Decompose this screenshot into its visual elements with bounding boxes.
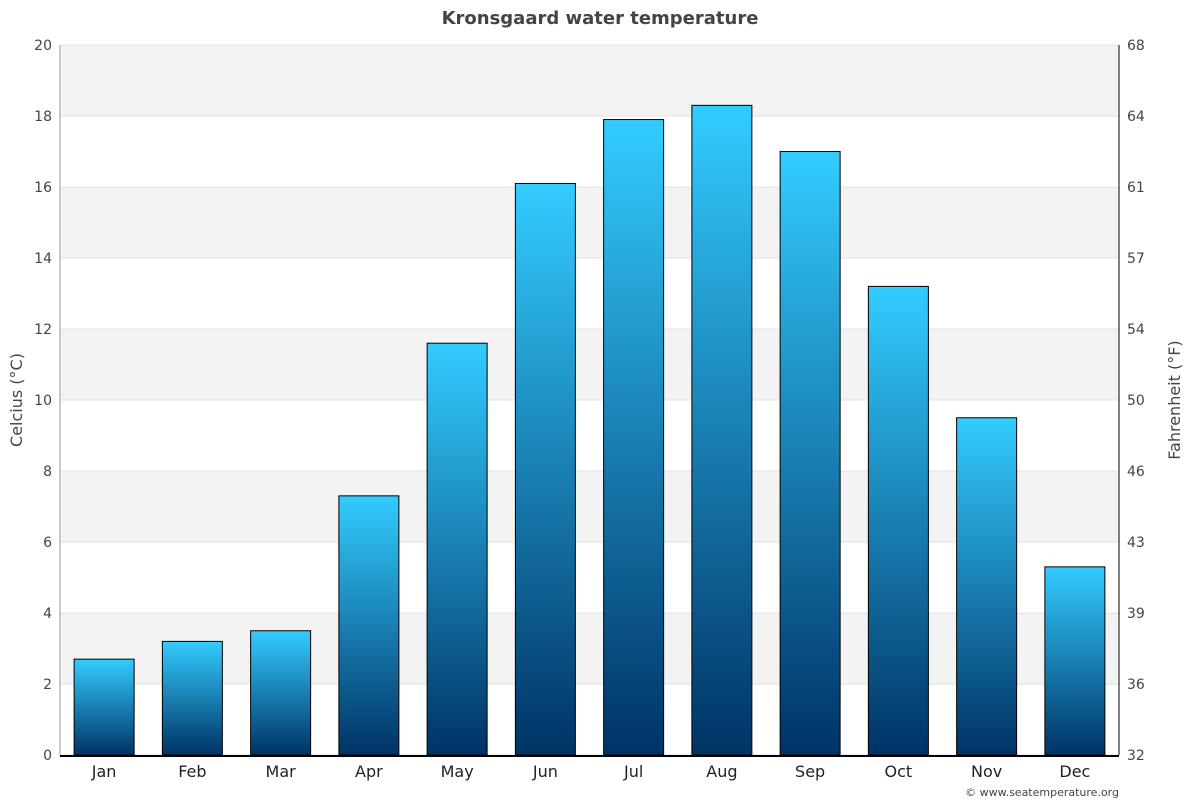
bar-dec [1044,566,1106,756]
y-tick-label-right: 68 [1127,38,1145,54]
credit-text: © www.seatemperature.org [965,786,1119,799]
bar-aug [691,104,753,756]
x-tick-label: Dec [1059,762,1090,781]
y-tick-label-left: 8 [43,464,52,480]
x-tick-label: Mar [266,762,297,781]
y-tick-label-left: 2 [43,677,52,693]
x-tick-label: Nov [971,762,1002,781]
y-tick-label-left: 10 [34,393,52,409]
bar-mar [250,630,312,756]
bar-jun [514,182,576,756]
x-tick-label: Jul [623,762,643,781]
y-tick-label-right: 61 [1127,180,1145,196]
bar-apr [338,495,400,756]
y-tick-label-right: 39 [1127,606,1145,622]
grid-band [60,329,1119,400]
x-tick-label: Jan [91,762,117,781]
grid-band [60,471,1119,542]
y-tick-label-right: 32 [1127,748,1145,764]
grid-band [60,187,1119,258]
y-tick-label-left: 6 [43,535,52,551]
bar-jul [603,119,665,756]
bar-oct [867,285,929,756]
y-axis-label-left: Celcius (°C) [7,353,26,447]
x-tick-label: Oct [885,762,913,781]
y-tick-label-right: 64 [1127,109,1145,125]
x-tick-label: Sep [795,762,825,781]
bar-nov [956,417,1018,756]
y-tick-label-left: 16 [34,180,52,196]
y-tick-label-left: 12 [34,322,52,338]
x-tick-label: Jun [532,762,558,781]
bar-feb [161,640,223,756]
y-tick-label-right: 54 [1127,322,1145,338]
bar-jan [73,658,135,756]
bar-sep [779,151,841,756]
y-tick-label-left: 14 [34,251,52,267]
y-axis-label-right: Fahrenheit (°F) [1165,340,1184,459]
x-tick-label: May [441,762,474,781]
bar-may [426,342,488,756]
y-tick-label-left: 4 [43,606,52,622]
x-tick-label: Aug [706,762,737,781]
y-tick-label-right: 43 [1127,535,1145,551]
x-tick-label: Feb [178,762,206,781]
chart-title: Kronsgaard water temperature [442,8,759,29]
y-tick-label-left: 18 [34,109,52,125]
y-tick-label-right: 46 [1127,464,1145,480]
y-tick-label-left: 0 [43,748,52,764]
y-tick-label-left: 20 [34,38,52,54]
y-tick-label-right: 36 [1127,677,1145,693]
y-tick-label-right: 50 [1127,393,1145,409]
y-tick-label-right: 57 [1127,251,1145,267]
grid-band [60,613,1119,684]
grid-band [60,45,1119,116]
x-tick-label: Apr [355,762,383,781]
